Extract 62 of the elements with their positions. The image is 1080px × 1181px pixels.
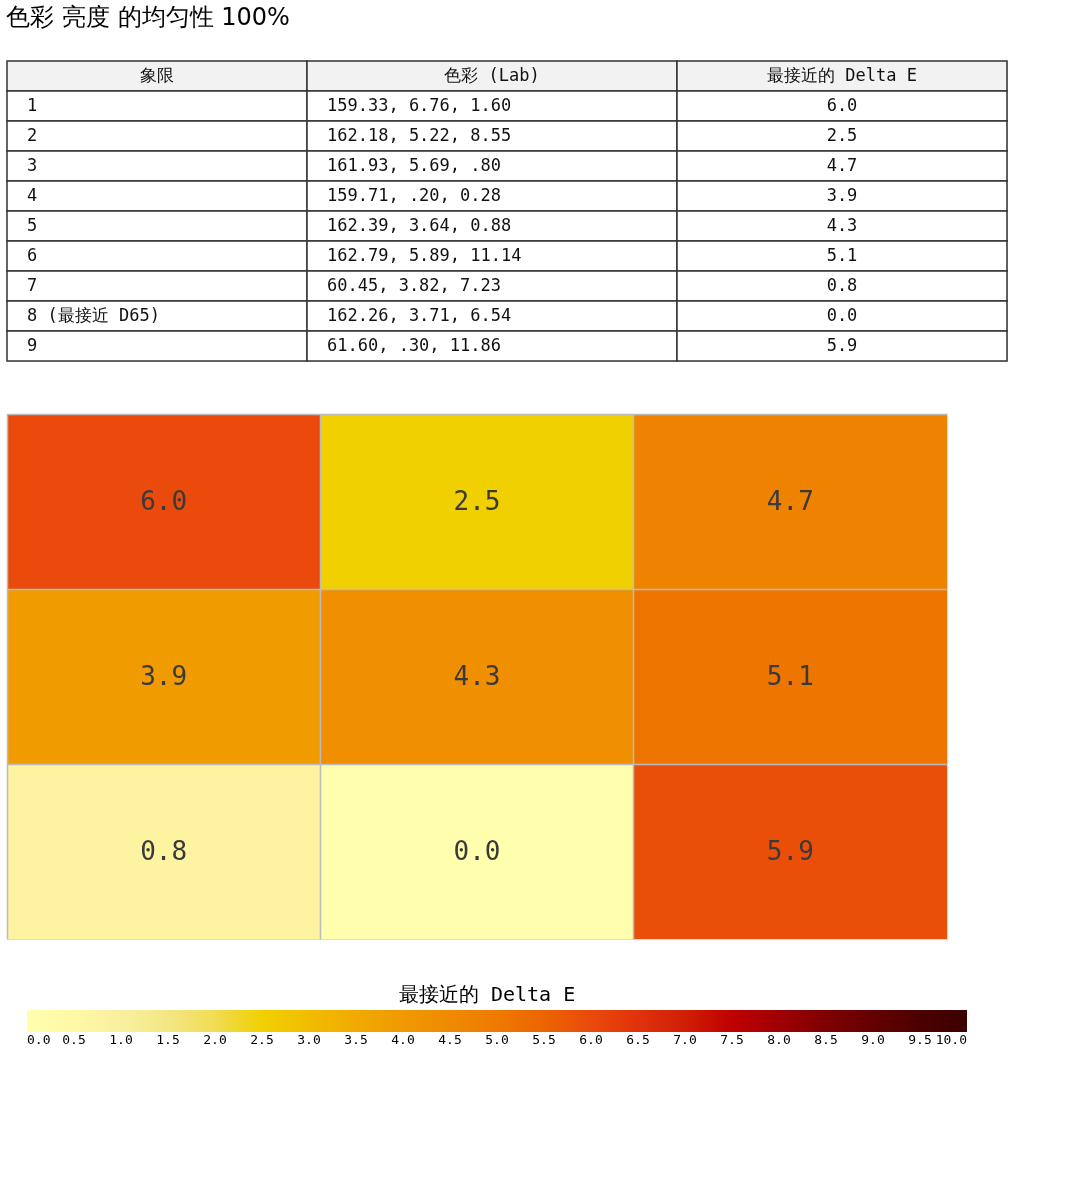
text: 161.93, 5.69, .80 <box>327 155 501 175</box>
color-bar-label: 0.5 <box>62 1032 86 1047</box>
color-bar-label: 9.0 <box>861 1032 885 1047</box>
color-bar-label: 9.5 <box>908 1032 932 1047</box>
data-label: 0.0 <box>453 835 501 866</box>
color-bar-label: 6.5 <box>626 1032 650 1047</box>
data-label: 3.9 <box>140 660 188 691</box>
text: 9 <box>27 335 38 355</box>
text: 2 <box>27 125 38 145</box>
color-bar-label: 2.5 <box>250 1032 274 1047</box>
text: 1 <box>27 95 38 115</box>
color-bar-label: 3.5 <box>344 1032 368 1047</box>
data-label: 4.7 <box>766 485 814 516</box>
color-bar-label: 2.0 <box>203 1032 227 1047</box>
data-label: 2.5 <box>453 485 501 516</box>
text: 色彩 亮度 的均匀性 100% <box>6 3 290 32</box>
text: 0.8 <box>826 275 858 295</box>
data-label: 5.1 <box>766 660 814 691</box>
text: 3.9 <box>826 185 858 205</box>
text: 61.60, .30, 11.86 <box>327 335 501 355</box>
text: 162.26, 3.71, 6.54 <box>327 305 512 325</box>
color-bar-label: 1.5 <box>156 1032 180 1047</box>
color-bar-label: 0.0 <box>27 1032 51 1047</box>
text: 5.1 <box>826 245 858 265</box>
color-bar-label: 8.0 <box>767 1032 791 1047</box>
text: 5.9 <box>826 335 858 355</box>
color-bar-label: 7.5 <box>720 1032 744 1047</box>
color-bar-label: 3.0 <box>297 1032 321 1047</box>
text: 159.71, .20, 0.28 <box>327 185 501 205</box>
color-bar-label: 10.0 <box>935 1032 967 1047</box>
color-bar-label: 7.0 <box>673 1032 697 1047</box>
data-label: 6.0 <box>140 485 188 516</box>
text: 4.3 <box>826 215 858 235</box>
text: 最接近的 Delta E <box>767 65 917 85</box>
text: 3 <box>27 155 38 175</box>
text: 159.33, 6.76, 1.60 <box>327 95 512 115</box>
color-bar-label: 4.5 <box>438 1032 462 1047</box>
text: 162.18, 5.22, 8.55 <box>327 125 512 145</box>
color-bar-label: 5.5 <box>532 1032 556 1047</box>
color-bar-label: 6.0 <box>579 1032 603 1047</box>
text: 162.39, 3.64, 0.88 <box>327 215 512 235</box>
color-bar-title: 最接近的 Delta E <box>398 982 576 1006</box>
data-label: 5.9 <box>766 835 814 866</box>
text: 6 <box>27 245 38 265</box>
data-label: 0.8 <box>140 835 188 866</box>
text: 8 (最接近 D65) <box>27 305 160 325</box>
text: 0.0 <box>826 305 858 325</box>
text: 2.5 <box>826 125 858 145</box>
text: 162.79, 5.89, 11.14 <box>327 245 522 265</box>
text: 7 <box>27 275 38 295</box>
text: 4.7 <box>826 155 858 175</box>
color-bar-label: 1.0 <box>109 1032 133 1047</box>
data-label: 4.3 <box>453 660 501 691</box>
text: 色彩 (Lab) <box>444 65 540 85</box>
text: 60.45, 3.82, 7.23 <box>327 275 501 295</box>
color-bar-label: 5.0 <box>485 1032 509 1047</box>
text: 6.0 <box>826 95 858 115</box>
text: 4 <box>27 185 38 205</box>
color-bar-label: 4.0 <box>391 1032 415 1047</box>
color-bar-label: 8.5 <box>814 1032 838 1047</box>
text: 5 <box>27 215 38 235</box>
text: 象限 <box>140 65 174 85</box>
